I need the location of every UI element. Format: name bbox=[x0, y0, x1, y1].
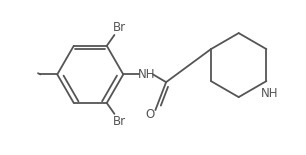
Text: NH: NH bbox=[137, 68, 155, 81]
Text: Br: Br bbox=[112, 115, 125, 128]
Text: Br: Br bbox=[112, 21, 125, 34]
Text: O: O bbox=[145, 108, 155, 121]
Text: NH: NH bbox=[261, 87, 278, 100]
